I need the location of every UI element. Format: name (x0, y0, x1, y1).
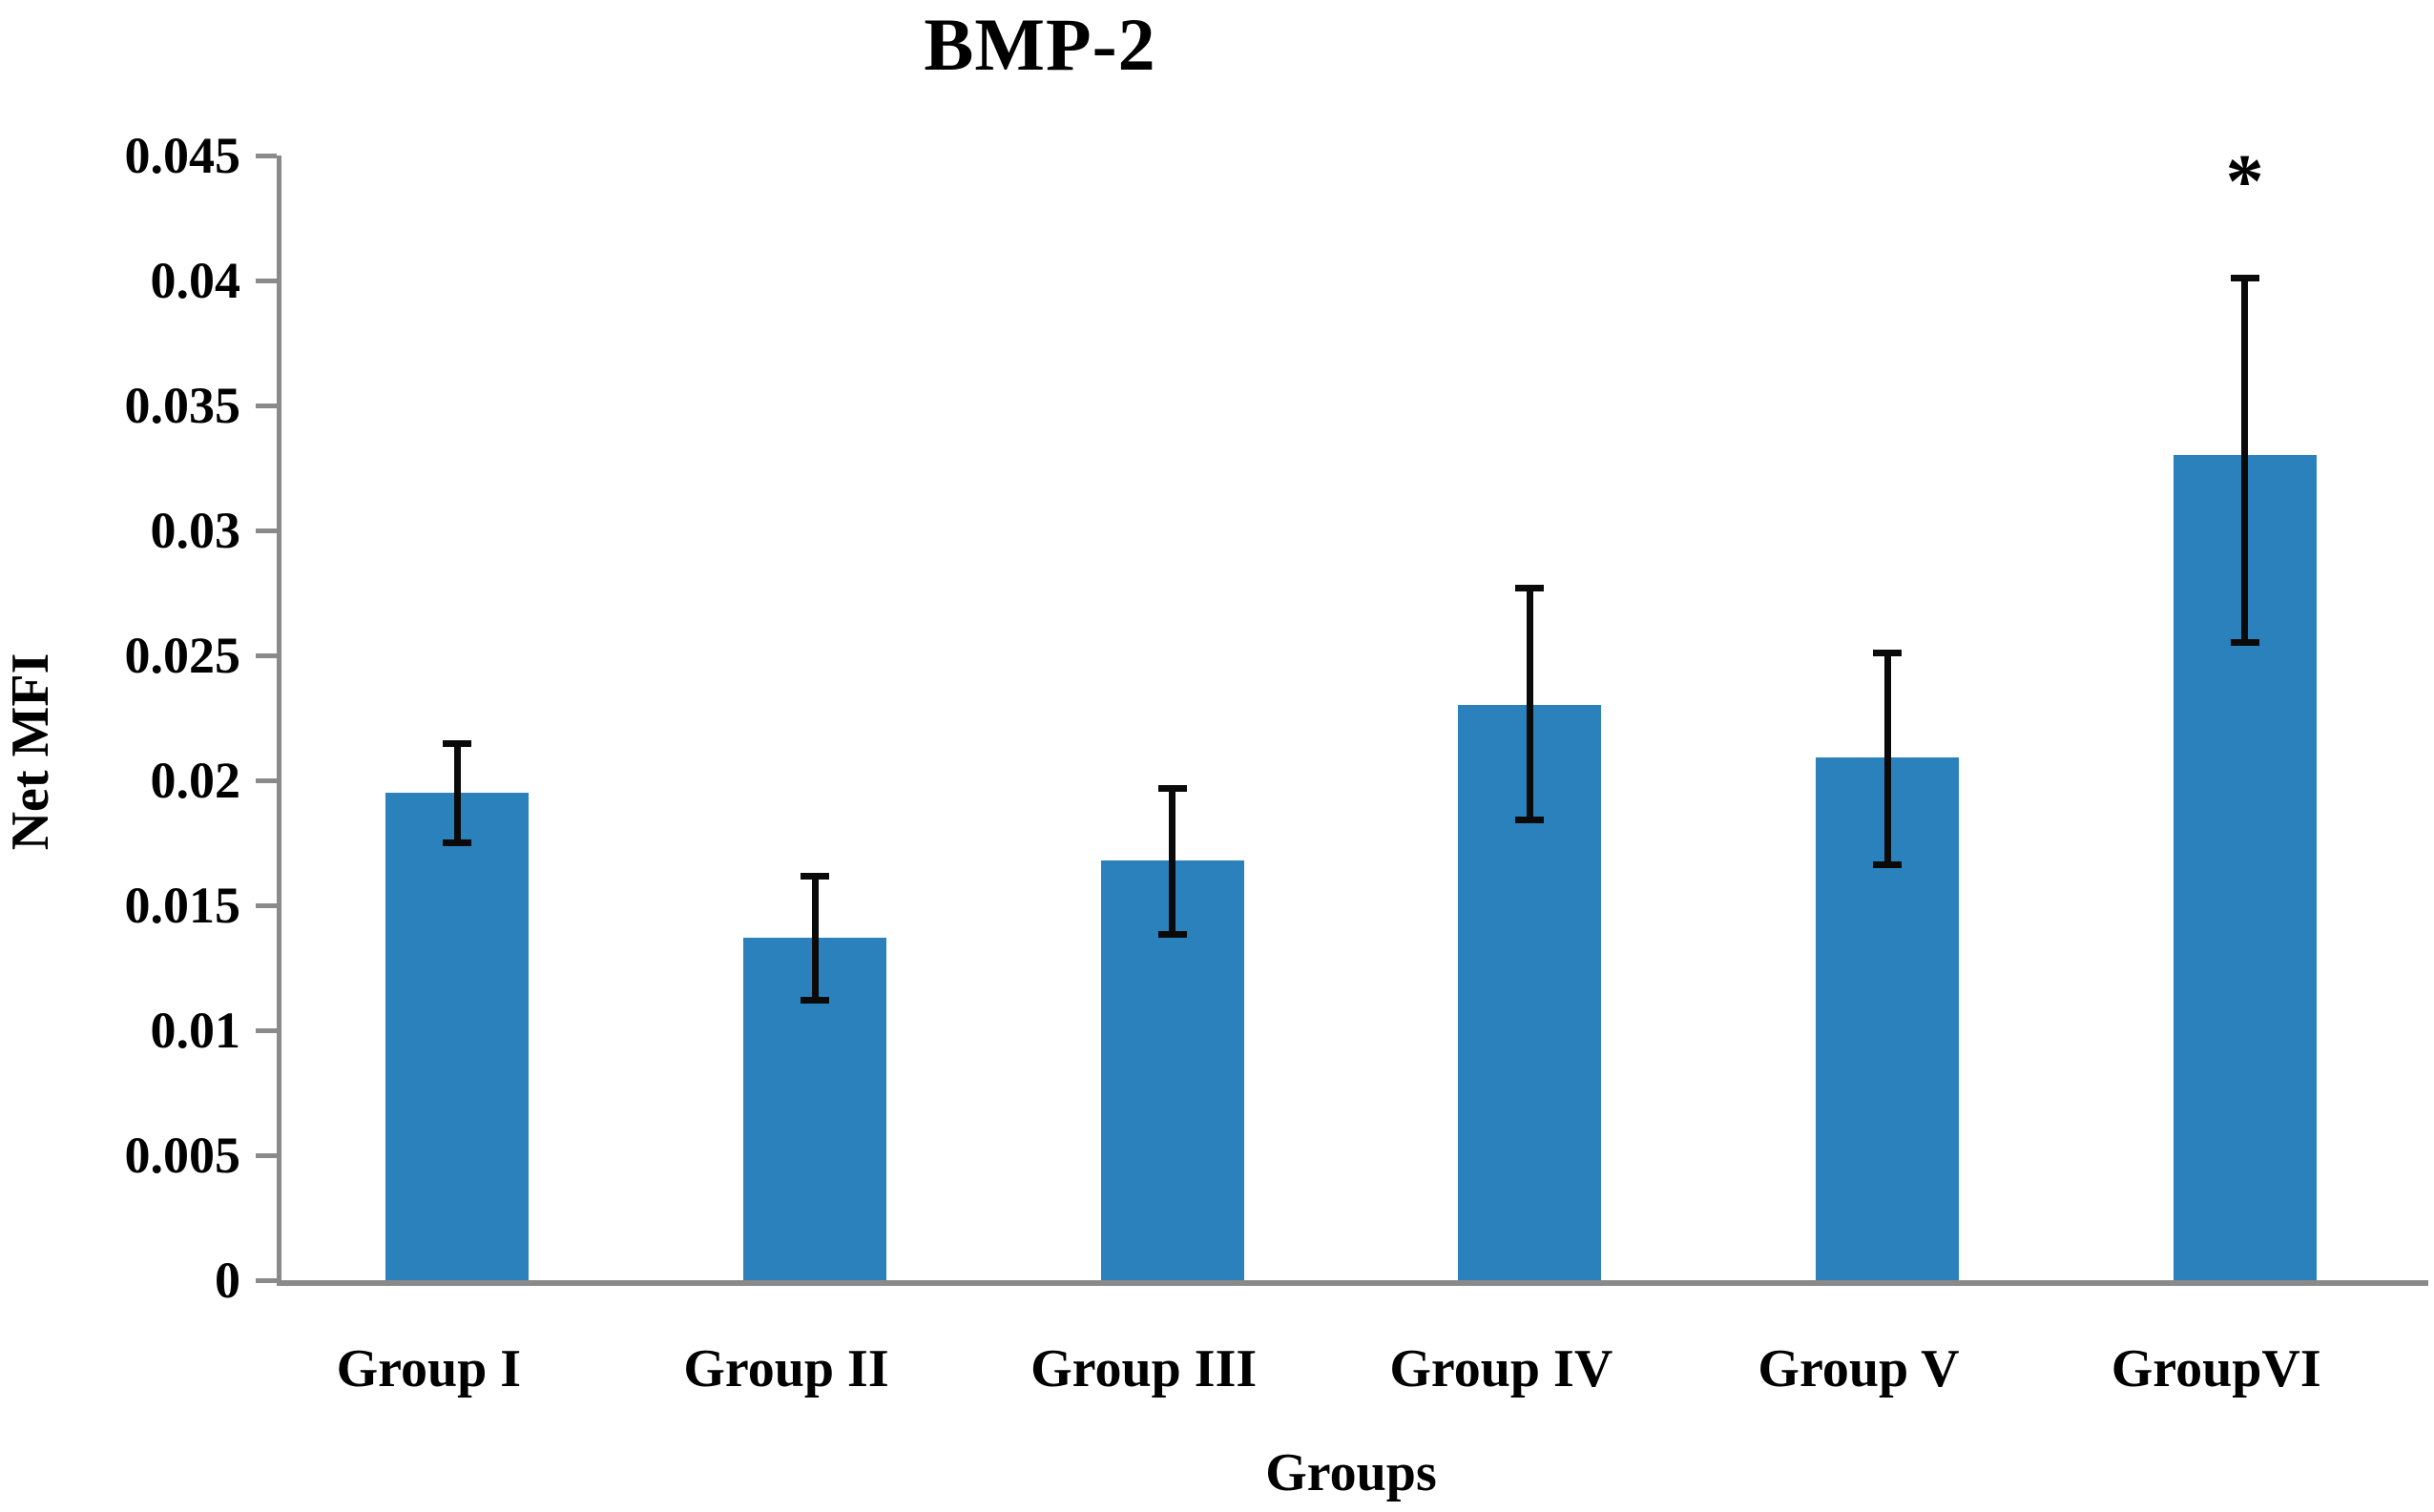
error-bar-cap-top (1157, 784, 1187, 792)
error-bar-cap-top (443, 739, 472, 747)
significance-asterisk: * (2225, 140, 2264, 225)
x-category-label-group-i: Group I (336, 1339, 522, 1398)
error-bar-line (811, 875, 819, 1001)
error-bar-cap-top (1873, 650, 1902, 657)
x-category-label-group-v: Group V (1758, 1339, 1960, 1398)
error-bar-line (453, 742, 461, 843)
y-tick-label-0.04: 0.04 (150, 252, 241, 309)
error-bar-cap-bottom (1873, 861, 1902, 869)
y-axis-line (277, 155, 281, 1286)
error-bar-cap-bottom (1157, 931, 1187, 939)
y-tick-0.04 (256, 279, 277, 283)
error-bar-cap-bottom (2230, 638, 2259, 646)
error-bar-cap-bottom (801, 996, 829, 1004)
error-bar-cap-top (1515, 585, 1545, 592)
y-tick-label-0.01: 0.01 (150, 1002, 241, 1059)
y-tick-0.025 (256, 653, 277, 658)
error-bar-cap-bottom (443, 839, 472, 846)
error-bar-line (1169, 787, 1176, 936)
y-tick-0.02 (256, 778, 277, 783)
y-tick-0.015 (256, 903, 277, 908)
y-tick-0.035 (256, 404, 277, 408)
x-axis-line (277, 1280, 2428, 1286)
x-category-label-group-iii: Group III (1030, 1339, 1258, 1398)
y-tick-label-0.02: 0.02 (150, 752, 241, 809)
y-tick-label-0.03: 0.03 (150, 502, 241, 559)
error-bar-cap-bottom (1515, 816, 1545, 823)
x-axis-title: Groups (1265, 1443, 1437, 1502)
error-bar-line (2241, 278, 2249, 643)
x-category-label-group-ii: Group II (683, 1339, 889, 1398)
y-tick-0.03 (256, 528, 277, 533)
error-bar-cap-top (2230, 275, 2259, 282)
bar-group-i (385, 793, 530, 1280)
error-bar-cap-top (801, 872, 829, 880)
y-tick-label-0.045: 0.045 (124, 127, 241, 184)
x-category-label-groupvi: GroupVI (2111, 1339, 2321, 1398)
chart-title: BMP-2 (924, 3, 1156, 86)
y-tick-0.01 (256, 1028, 277, 1033)
y-tick-label-0: 0 (215, 1252, 240, 1309)
error-bar-line (1883, 652, 1891, 866)
y-tick-label-0.015: 0.015 (124, 877, 241, 934)
y-tick-label-0.025: 0.025 (124, 627, 241, 684)
error-bar-line (1526, 588, 1533, 820)
y-tick-label-0.035: 0.035 (124, 377, 241, 434)
y-tick-0 (256, 1278, 277, 1283)
y-tick-0.005 (256, 1153, 277, 1158)
y-tick-0.045 (256, 154, 277, 158)
x-category-label-group-iv: Group IV (1389, 1339, 1613, 1398)
y-tick-label-0.005: 0.005 (124, 1127, 241, 1184)
